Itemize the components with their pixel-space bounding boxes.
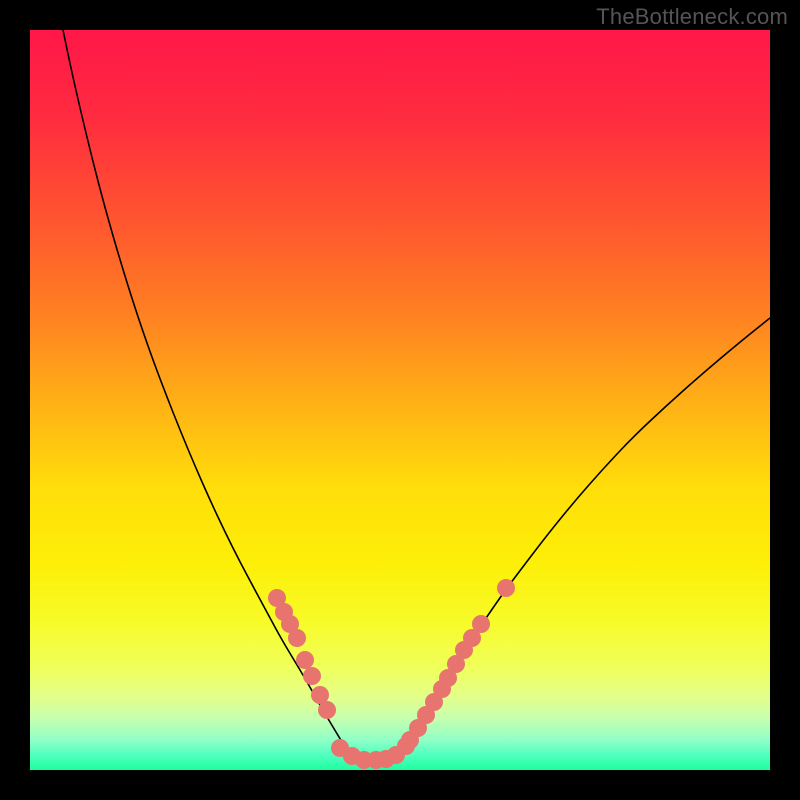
watermark-text: TheBottleneck.com [596,4,788,30]
data-marker [497,579,515,597]
data-marker [303,667,321,685]
bottleneck-chart [30,30,770,770]
data-marker [318,701,336,719]
data-marker [288,629,306,647]
data-marker [472,615,490,633]
chart-background [30,30,770,770]
data-marker [296,651,314,669]
